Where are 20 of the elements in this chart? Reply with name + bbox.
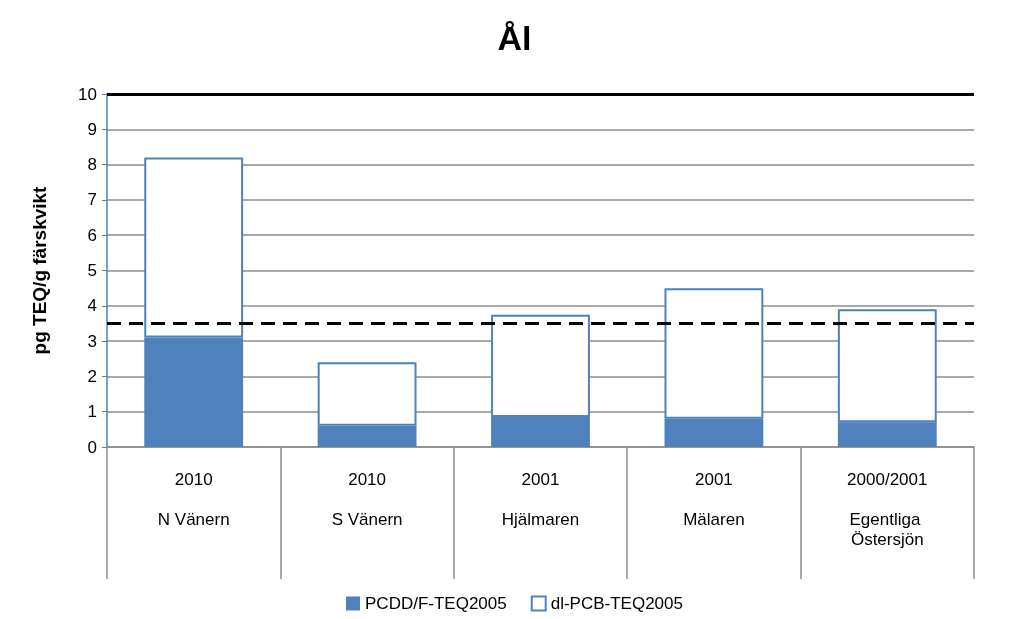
chart-title: Ål <box>497 19 532 57</box>
category-label: 2010 N Vänern <box>157 469 230 529</box>
y-tick-label: 8 <box>87 155 97 175</box>
y-tick-label: 10 <box>78 84 97 104</box>
y-tick-label: 7 <box>87 190 97 210</box>
y-tick-label: 2 <box>87 366 97 386</box>
y-tick-label: 1 <box>87 402 97 422</box>
legend-label: PCDD/F-TEQ2005 <box>365 594 507 613</box>
y-tick-label: 4 <box>87 296 97 316</box>
y-tick-label: 9 <box>87 119 97 139</box>
category-label: 2001 Mälaren <box>683 469 745 529</box>
y-tick-label: 0 <box>87 437 97 457</box>
category-label: 2001 Hjälmaren <box>501 469 580 529</box>
y-axis-title: pg TEQ/g färskvikt <box>29 185 50 355</box>
legend-label: dl-PCB-TEQ2005 <box>550 594 683 613</box>
category-label: 2000/2001 Egentliga Östersjön <box>847 469 928 549</box>
y-tick-label: 3 <box>87 331 97 351</box>
y-tick-label: 5 <box>87 261 97 280</box>
category-label: 2010 S Vänern <box>331 469 403 529</box>
y-tick-label: 6 <box>87 225 97 245</box>
